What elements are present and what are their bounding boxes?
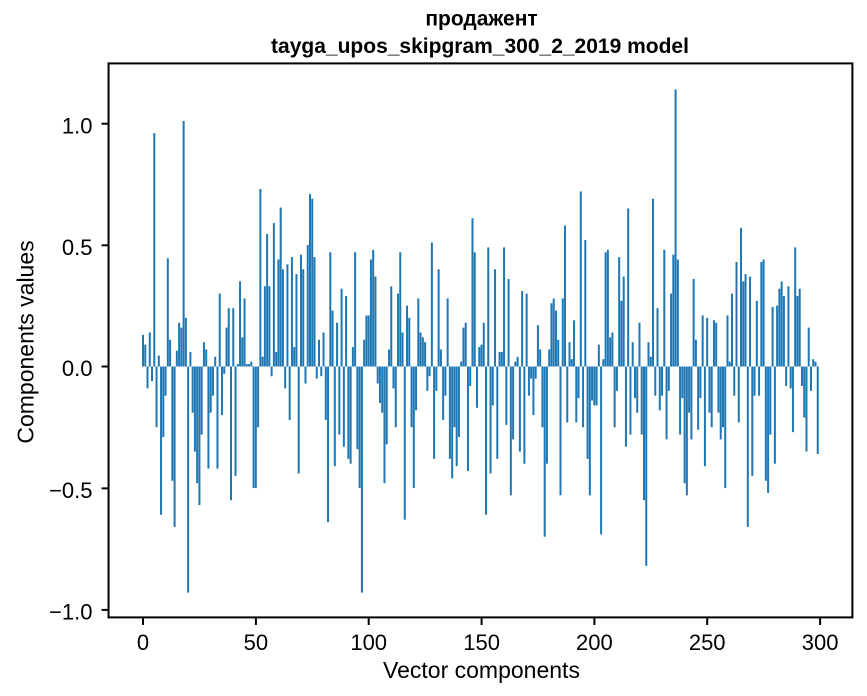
svg-text:150: 150 [463,630,500,655]
svg-text:0.0: 0.0 [62,356,93,381]
svg-text:−0.5: −0.5 [49,478,92,503]
svg-text:1.0: 1.0 [62,113,93,138]
svg-text:0.5: 0.5 [62,235,93,260]
svg-text:Vector components: Vector components [383,657,580,683]
svg-text:tayga_upos_skipgram_300_2_2019: tayga_upos_skipgram_300_2_2019 model [271,35,689,58]
svg-text:300: 300 [802,630,839,655]
svg-text:50: 50 [244,630,268,655]
svg-text:−1.0: −1.0 [49,600,92,625]
svg-text:100: 100 [350,630,387,655]
svg-text:продажент: продажент [425,8,537,31]
svg-text:0: 0 [137,630,149,655]
svg-text:200: 200 [576,630,613,655]
svg-text:Components values: Components values [13,240,39,443]
svg-text:250: 250 [689,630,726,655]
